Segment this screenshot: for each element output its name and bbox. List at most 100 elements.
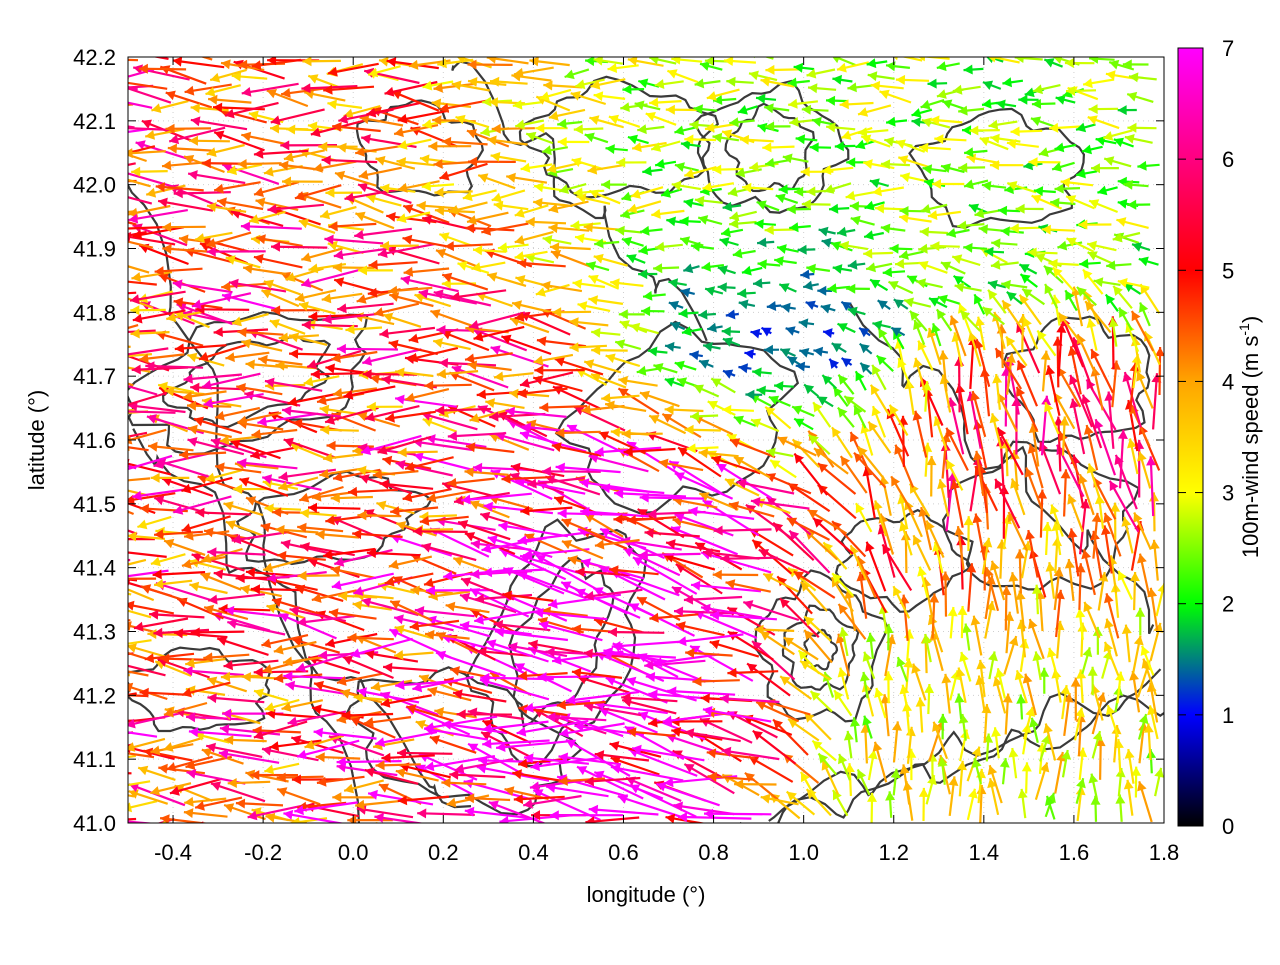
wind-vector bbox=[243, 264, 286, 274]
wind-vector bbox=[1132, 242, 1150, 252]
vector-head bbox=[526, 217, 535, 227]
wind-vector bbox=[980, 368, 990, 417]
vector-head bbox=[799, 348, 809, 358]
vector-head bbox=[543, 235, 553, 245]
vector-head bbox=[767, 301, 776, 311]
wind-vector bbox=[1116, 217, 1148, 228]
vector-head bbox=[118, 351, 128, 360]
wind-vector bbox=[860, 344, 872, 354]
wind-vector bbox=[1106, 295, 1118, 312]
vector-head bbox=[409, 334, 419, 344]
wind-vector bbox=[729, 219, 757, 229]
wind-vector bbox=[383, 313, 421, 327]
wind-vector bbox=[753, 278, 770, 288]
wind-vector bbox=[1039, 668, 1049, 694]
wind-vector bbox=[979, 224, 1005, 234]
wind-vector bbox=[677, 634, 743, 646]
vector-head bbox=[1047, 648, 1057, 658]
wind-vector bbox=[1003, 694, 1013, 735]
wind-vector bbox=[937, 309, 952, 331]
vector-head bbox=[300, 508, 309, 518]
vector-head bbox=[895, 259, 904, 269]
vector-head bbox=[601, 393, 610, 403]
wind-vector bbox=[872, 406, 885, 437]
wind-vector bbox=[619, 309, 645, 319]
wind-vector bbox=[877, 356, 894, 372]
wind-vector bbox=[966, 563, 976, 612]
wind-vector bbox=[834, 690, 851, 715]
vector-head bbox=[955, 282, 965, 292]
wind-vector bbox=[1115, 455, 1137, 509]
wind-vector bbox=[839, 241, 868, 251]
wind-vector bbox=[436, 249, 477, 266]
wind-vector bbox=[217, 636, 268, 655]
vector-head bbox=[512, 300, 522, 310]
wind-vector bbox=[721, 227, 743, 237]
wind-vector bbox=[405, 389, 449, 402]
wind-vector bbox=[103, 643, 148, 659]
vector-shaft bbox=[78, 732, 133, 740]
vector-head bbox=[424, 381, 433, 391]
vector-head bbox=[333, 263, 342, 273]
wind-vector bbox=[195, 304, 249, 314]
vector-shaft bbox=[90, 664, 130, 676]
wind-vector bbox=[320, 425, 359, 435]
vector-head bbox=[822, 238, 832, 248]
vector-head bbox=[916, 278, 926, 288]
wind-vector bbox=[347, 815, 393, 825]
wind-vector bbox=[787, 357, 800, 366]
vector-head bbox=[436, 517, 446, 527]
vector-head bbox=[120, 827, 130, 837]
vector-head bbox=[866, 262, 876, 272]
wind-vector bbox=[1079, 259, 1101, 269]
wind-vector bbox=[1022, 762, 1032, 793]
vector-head bbox=[214, 327, 223, 337]
vector-head bbox=[357, 294, 367, 304]
vector-head bbox=[73, 355, 83, 365]
vector-head bbox=[89, 711, 99, 721]
vector-head bbox=[115, 781, 125, 791]
wind-vector bbox=[737, 288, 756, 298]
vector-head bbox=[449, 770, 458, 780]
vector-head bbox=[520, 430, 530, 440]
wind-vector bbox=[1124, 780, 1134, 816]
vector-head bbox=[1042, 522, 1052, 531]
wind-vector bbox=[684, 595, 742, 605]
vector-head bbox=[376, 501, 386, 511]
wind-vector bbox=[864, 230, 884, 240]
wind-vector bbox=[337, 344, 398, 354]
wind-vector bbox=[1104, 642, 1119, 676]
vector-head bbox=[131, 329, 140, 339]
vector-head bbox=[1130, 572, 1140, 581]
wind-vector bbox=[1098, 572, 1108, 610]
wind-vector bbox=[1032, 651, 1042, 680]
vector-shaft bbox=[589, 809, 659, 814]
wind-vector bbox=[822, 375, 836, 388]
vector-head bbox=[1122, 625, 1132, 634]
wind-vector bbox=[466, 442, 514, 452]
wind-vector bbox=[878, 300, 891, 309]
wind-vector bbox=[838, 408, 854, 428]
wind-vector bbox=[1067, 494, 1083, 531]
wind-vector bbox=[913, 535, 930, 570]
wind-vector bbox=[948, 607, 958, 638]
vector-head bbox=[448, 431, 457, 441]
wind-vector bbox=[1130, 572, 1140, 610]
wind-vector bbox=[447, 478, 494, 488]
wind-vector bbox=[189, 582, 227, 593]
vector-head bbox=[1087, 318, 1097, 328]
vector-head bbox=[780, 676, 790, 685]
wind-vector bbox=[962, 624, 972, 651]
wind-vector bbox=[714, 526, 772, 536]
wind-vector bbox=[289, 333, 327, 345]
vector-head bbox=[233, 484, 242, 494]
wind-vector bbox=[786, 326, 800, 336]
wind-vector bbox=[896, 657, 907, 682]
vector-head bbox=[878, 300, 888, 309]
vector-head bbox=[130, 305, 139, 315]
vector-head bbox=[421, 543, 431, 553]
wind-vector bbox=[726, 310, 739, 320]
vector-head bbox=[311, 369, 320, 379]
wind-vector bbox=[653, 263, 679, 273]
vector-head bbox=[316, 530, 325, 540]
